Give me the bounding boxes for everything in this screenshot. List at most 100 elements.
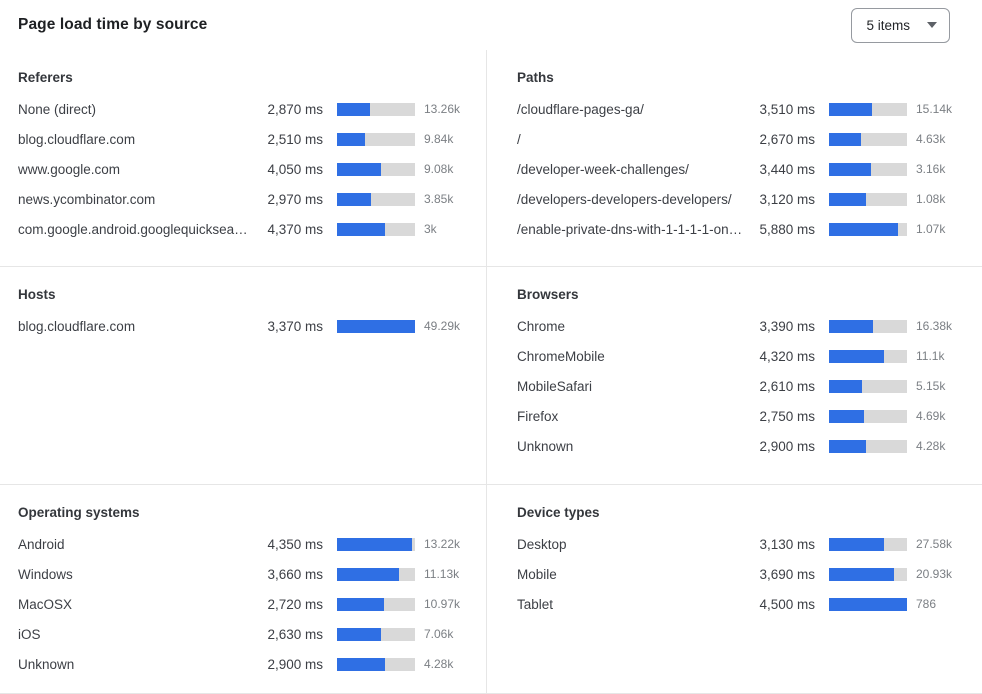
row-bar-track [337, 319, 415, 333]
row-label: / [517, 131, 521, 147]
row-bar-track [829, 349, 907, 363]
row-bar-fill [337, 192, 371, 206]
row-label: MacOSX [18, 596, 73, 612]
panel-rows: blog.cloudflare.com 3,370 ms 49.29k [18, 311, 470, 341]
row-bar-track [337, 192, 415, 206]
row-load-time-value: 2,670 ms [759, 131, 815, 147]
metric-row[interactable]: com.google.android.googlequicksearc… 4,3… [18, 214, 470, 244]
row-label: /developer-week-challenges/ [517, 161, 689, 177]
row-load-time-value: 2,900 ms [267, 656, 323, 672]
metric-row[interactable]: / 2,670 ms 4.63k [517, 124, 962, 154]
panel-title: Hosts [18, 287, 56, 302]
metric-row[interactable]: Mobile 3,690 ms 20.93k [517, 559, 962, 589]
page-title: Page load time by source [18, 16, 208, 33]
row-bar-fill [337, 627, 382, 641]
metric-row[interactable]: Chrome 3,390 ms 16.38k [517, 311, 962, 341]
row-bar-fill [337, 102, 370, 116]
metric-row[interactable]: ChromeMobile 4,320 ms 11.1k [517, 341, 962, 371]
row-load-time-value: 2,900 ms [759, 438, 815, 454]
row-label: Mobile [517, 566, 557, 582]
row-count-value: 7.06k [424, 627, 454, 641]
row-bar-track [829, 567, 907, 581]
row-load-time-value: 3,440 ms [759, 161, 815, 177]
row-bar-fill [337, 132, 366, 146]
row-bar-fill [829, 349, 885, 363]
metric-row[interactable]: /enable-private-dns-with-1-1-1-1-on-… 5,… [517, 214, 962, 244]
metric-row[interactable]: blog.cloudflare.com 2,510 ms 9.84k [18, 124, 470, 154]
card-header: Page load time by source 5 items [0, 0, 982, 50]
row-load-time-value: 2,610 ms [759, 378, 815, 394]
row-bar-track [829, 132, 907, 146]
row-load-time-value: 2,630 ms [267, 626, 323, 642]
row-count-value: 4.28k [424, 657, 454, 671]
row-count-value: 4.28k [916, 439, 946, 453]
row-load-time-value: 3,510 ms [759, 101, 815, 117]
row-load-time-value: 3,690 ms [759, 566, 815, 582]
row-count-value: 13.22k [424, 537, 461, 551]
row-bar-track [829, 537, 907, 551]
metric-row[interactable]: Unknown 2,900 ms 4.28k [517, 431, 962, 461]
row-load-time-value: 4,370 ms [267, 221, 323, 237]
row-count-value: 9.84k [424, 132, 454, 146]
items-count-dropdown[interactable]: 5 items [851, 7, 950, 43]
row-label: blog.cloudflare.com [18, 318, 136, 334]
metric-row[interactable]: news.ycombinator.com 2,970 ms 3.85k [18, 184, 470, 214]
row-label: iOS [18, 626, 41, 642]
row-load-time-value: 2,750 ms [759, 408, 815, 424]
metric-row[interactable]: Desktop 3,130 ms 27.58k [517, 529, 962, 559]
row-bar-track [337, 222, 415, 236]
metric-row[interactable]: Windows 3,660 ms 11.13k [18, 559, 470, 589]
metric-row[interactable]: iOS 2,630 ms 7.06k [18, 619, 470, 649]
row-bar-track [337, 102, 415, 116]
metric-row[interactable]: None (direct) 2,870 ms 13.26k [18, 94, 470, 124]
row-count-value: 3.85k [424, 192, 454, 206]
row-label: Android [18, 536, 65, 552]
row-label: /cloudflare-pages-ga/ [517, 101, 644, 117]
row-load-time-value: 3,130 ms [759, 536, 815, 552]
row-bar-fill [337, 597, 384, 611]
metric-row[interactable]: MobileSafari 2,610 ms 5.15k [517, 371, 962, 401]
row-load-time-value: 3,660 ms [267, 566, 323, 582]
row-bar-fill [829, 319, 873, 333]
row-count-value: 27.58k [916, 537, 953, 551]
metric-row[interactable]: Tablet 4,500 ms 786 [517, 589, 962, 619]
metric-row[interactable]: MacOSX 2,720 ms 10.97k [18, 589, 470, 619]
metric-row[interactable]: Unknown 2,900 ms 4.28k [18, 649, 470, 679]
row-count-value: 4.69k [916, 409, 946, 423]
row-count-value: 3k [424, 222, 437, 236]
row-count-value: 15.14k [916, 102, 953, 116]
metric-row[interactable]: blog.cloudflare.com 3,370 ms 49.29k [18, 311, 470, 341]
metric-row[interactable]: Android 4,350 ms 13.22k [18, 529, 470, 559]
panel-title: Device types [517, 505, 600, 520]
metric-row[interactable]: /cloudflare-pages-ga/ 3,510 ms 15.14k [517, 94, 962, 124]
row-count-value: 16.38k [916, 319, 953, 333]
chevron-down-icon [927, 22, 937, 28]
row-label: ChromeMobile [517, 348, 605, 364]
row-bar-track [829, 379, 907, 393]
row-bar-track [829, 162, 907, 176]
row-count-value: 786 [916, 597, 937, 611]
row-bar-track [829, 439, 907, 453]
row-bar-fill [829, 132, 861, 146]
row-bar-fill [337, 222, 385, 236]
row-load-time-value: 2,720 ms [267, 596, 323, 612]
row-bar-track [829, 597, 907, 611]
panel: Browsers Chrome 3,390 ms 16.38k ChromeMo… [486, 267, 982, 485]
panel-title: Operating systems [18, 505, 140, 520]
panel-rows: None (direct) 2,870 ms 13.26k blog.cloud… [18, 94, 470, 244]
panel: Hosts blog.cloudflare.com 3,370 ms 49.29… [0, 267, 486, 485]
row-bar-fill [829, 192, 867, 206]
row-bar-fill [337, 537, 412, 551]
row-count-value: 11.1k [916, 349, 945, 363]
metric-row[interactable]: Firefox 2,750 ms 4.69k [517, 401, 962, 431]
metric-row[interactable]: /developers-developers-developers/ 3,120… [517, 184, 962, 214]
row-label: Chrome [517, 318, 566, 334]
metric-row[interactable]: /developer-week-challenges/ 3,440 ms 3.1… [517, 154, 962, 184]
row-load-time-value: 4,050 ms [267, 161, 323, 177]
metric-row[interactable]: www.google.com 4,050 ms 9.08k [18, 154, 470, 184]
row-count-value: 9.08k [424, 162, 454, 176]
row-label: Unknown [18, 656, 75, 672]
row-bar-fill [829, 537, 884, 551]
row-bar-fill [337, 567, 400, 581]
row-bar-fill [829, 567, 894, 581]
